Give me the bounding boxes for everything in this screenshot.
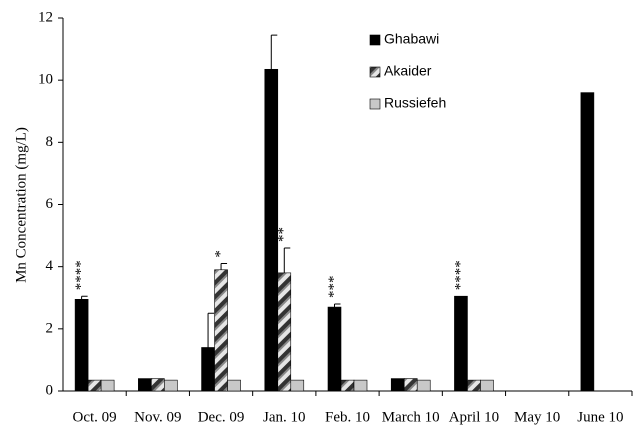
annotation: **** bbox=[452, 260, 468, 290]
y-tick-label: 2 bbox=[46, 320, 54, 336]
x-tick-label: Feb. 10 bbox=[325, 409, 370, 425]
y-tick-label: 6 bbox=[46, 196, 54, 212]
error-bar bbox=[283, 247, 291, 273]
y-tick-label: 12 bbox=[38, 9, 53, 25]
legend-swatch bbox=[369, 66, 381, 78]
legend-swatch bbox=[369, 34, 381, 46]
annotation: **** bbox=[73, 260, 89, 290]
error-bar bbox=[334, 303, 341, 308]
bar bbox=[467, 379, 481, 392]
bar bbox=[164, 379, 178, 392]
bar bbox=[340, 379, 355, 392]
y-tick-label: 10 bbox=[38, 72, 53, 88]
annotation: ** bbox=[276, 227, 292, 242]
bar bbox=[480, 379, 494, 392]
bar bbox=[353, 379, 368, 392]
bar bbox=[227, 379, 241, 392]
error-bar bbox=[207, 312, 215, 348]
annotation: *** bbox=[326, 275, 342, 298]
y-tick-label: 0 bbox=[46, 382, 54, 398]
x-tick-label: Jan. 10 bbox=[263, 409, 306, 425]
bar bbox=[290, 379, 305, 392]
error-bar bbox=[220, 263, 228, 270]
bar bbox=[74, 299, 89, 392]
bar bbox=[454, 295, 468, 392]
legend-label: Akaider bbox=[384, 63, 432, 79]
bar bbox=[416, 379, 431, 392]
bar bbox=[277, 272, 292, 392]
bar bbox=[138, 378, 152, 392]
x-tick-label: Nov. 09 bbox=[134, 409, 181, 425]
x-tick-label: Oct. 09 bbox=[73, 409, 117, 425]
bar bbox=[390, 378, 405, 392]
bar bbox=[327, 306, 342, 392]
x-tick-label: Dec. 09 bbox=[198, 409, 245, 425]
bar bbox=[151, 378, 165, 392]
y-tick-label: 4 bbox=[46, 258, 54, 274]
x-tick-label: May 10 bbox=[514, 409, 560, 425]
bar bbox=[100, 379, 115, 392]
bar bbox=[403, 378, 418, 392]
error-bar bbox=[81, 295, 88, 300]
error-bar bbox=[270, 34, 278, 70]
legend-label: Ghabawi bbox=[384, 31, 439, 47]
y-tick-label: 8 bbox=[46, 134, 54, 150]
x-tick-label: March 10 bbox=[382, 409, 440, 425]
bar bbox=[580, 92, 595, 392]
y-axis-label: Mn Concentration (mg/L) bbox=[13, 127, 29, 283]
legend-swatch bbox=[369, 98, 381, 110]
annotation: * bbox=[212, 250, 228, 258]
legend-label: Russiefeh bbox=[384, 95, 446, 111]
x-tick-label: June 10 bbox=[577, 409, 623, 425]
bar bbox=[214, 269, 228, 392]
bar bbox=[201, 347, 215, 392]
bar bbox=[87, 379, 102, 392]
x-tick-label: April 10 bbox=[449, 409, 499, 425]
